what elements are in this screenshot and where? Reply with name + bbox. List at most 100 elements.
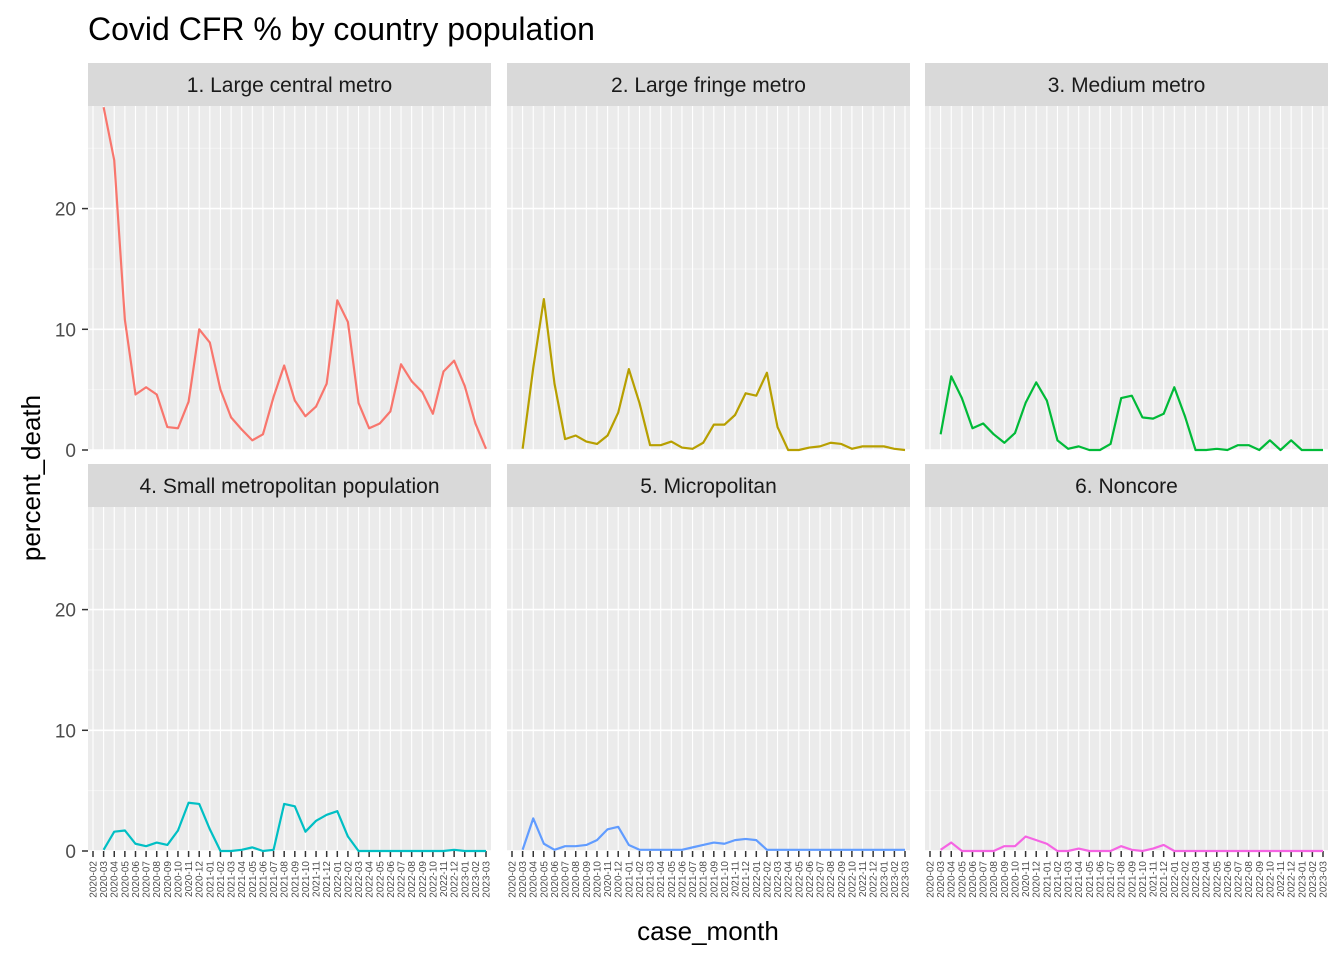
x-tick-label: 2021-09 xyxy=(290,861,301,898)
x-tick-label: 2022-09 xyxy=(837,861,848,898)
x-tick-label: 2021-02 xyxy=(1053,861,1064,898)
facet-panels: 1. Large central metro 0 10 20 2. Large frin… xyxy=(55,63,1330,898)
x-tick-label: 2022-04 xyxy=(365,861,376,898)
x-tick-label: 2020-03 xyxy=(936,861,947,898)
facet-strip-label: 5. Micropolitan xyxy=(640,475,777,498)
x-tick-label: 2020-10 xyxy=(1010,861,1021,898)
x-tick-label: 2022-08 xyxy=(826,861,837,898)
facet-panel: 3. Medium metro xyxy=(925,63,1328,452)
facet-strip-label: 1. Large central metro xyxy=(187,74,392,97)
x-tick-label: 2022-06 xyxy=(1223,861,1234,898)
x-tick-label: 2020-04 xyxy=(947,861,958,898)
facet-panel: 1. Large central metro 0 10 20 xyxy=(55,63,491,462)
facet-strip xyxy=(88,464,491,507)
x-tick-label: 2021-11 xyxy=(1149,861,1160,897)
x-tick-label: 2023-03 xyxy=(1319,861,1330,898)
facet-strip xyxy=(925,63,1328,106)
x-tick-label: 2020-07 xyxy=(561,861,572,898)
x-tick-label: 2020-09 xyxy=(163,861,174,898)
x-tick-label: 2021-05 xyxy=(1085,861,1096,898)
x-tick-label: 2020-09 xyxy=(1000,861,1011,898)
x-tick-label: 2020-08 xyxy=(152,861,163,898)
x-tick-label: 2020-05 xyxy=(539,861,550,898)
x-tick-label: 2020-06 xyxy=(550,861,561,898)
x-tick-label: 2022-01 xyxy=(333,861,344,898)
panel-background xyxy=(88,507,491,851)
y-tick-label: 20 xyxy=(55,200,76,221)
x-tick-label: 2021-06 xyxy=(1095,861,1106,898)
x-tick-label: 2020-05 xyxy=(957,861,968,898)
y-axis-label: percent_death xyxy=(16,395,46,561)
x-tick-label: 2022-10 xyxy=(428,861,439,898)
x-tick-label: 2022-08 xyxy=(1244,861,1255,898)
x-tick-label: 2021-09 xyxy=(1127,861,1138,898)
x-tick-label: 2021-04 xyxy=(656,861,667,898)
x-tick-label: 2020-08 xyxy=(989,861,1000,898)
facet-panel: 4. Small metropolitan population 0 10 20 202… xyxy=(55,464,493,898)
x-tick-label: 2020-11 xyxy=(184,861,195,897)
x-tick-label: 2020-06 xyxy=(968,861,979,898)
x-tick-label: 2020-07 xyxy=(979,861,990,898)
x-tick-label: 2021-01 xyxy=(1042,861,1053,898)
x-tick-label: 2023-01 xyxy=(879,861,890,898)
x-tick-label: 2022-12 xyxy=(450,861,461,898)
series-line xyxy=(521,817,905,851)
x-tick-label: 2021-01 xyxy=(205,861,216,898)
panel-background xyxy=(507,507,910,851)
x-tick-label: 2022-08 xyxy=(407,861,418,898)
x-tick-label: 2020-02 xyxy=(926,861,937,898)
x-tick-label: 2022-06 xyxy=(386,861,397,898)
facet-strip-label: 4. Small metropolitan population xyxy=(139,475,439,498)
x-tick-label: 2020-12 xyxy=(195,861,206,898)
x-tick-label: 2020-07 xyxy=(142,861,153,898)
x-tick-label: 2020-04 xyxy=(529,861,540,898)
x-tick-label: 2021-07 xyxy=(688,861,699,898)
series-line xyxy=(940,835,1323,853)
x-tick-label: 2022-10 xyxy=(847,861,858,898)
x-tick-label: 2021-06 xyxy=(677,861,688,898)
facet-panel: 2. Large fringe metro xyxy=(507,63,910,452)
x-tick-label: 2021-10 xyxy=(301,861,312,898)
x-tick-label: 2022-02 xyxy=(762,861,773,898)
facet-strip-label: 2. Large fringe metro xyxy=(611,74,806,97)
facet-strip-label: 6. Noncore xyxy=(1075,475,1178,498)
x-tick-label: 2020-10 xyxy=(173,861,184,898)
x-tick-label: 2021-08 xyxy=(280,861,291,898)
x-tick-label: 2023-02 xyxy=(890,861,901,898)
x-tick-label: 2021-03 xyxy=(227,861,238,898)
x-tick-label: 2021-12 xyxy=(741,861,752,898)
x-tick-label: 2023-02 xyxy=(471,861,482,898)
x-tick-label: 2022-07 xyxy=(397,861,408,898)
x-tick-label: 2022-04 xyxy=(784,861,795,898)
x-tick-label: 2021-09 xyxy=(709,861,720,898)
x-tick-label: 2022-04 xyxy=(1202,861,1213,898)
x-tick-label: 2022-05 xyxy=(375,861,386,898)
x-tick-label: 2021-03 xyxy=(1064,861,1075,898)
x-tick-label: 2022-02 xyxy=(343,861,354,898)
x-tick-label: 2022-10 xyxy=(1265,861,1276,898)
x-tick-label: 2022-07 xyxy=(816,861,827,898)
x-tick-label: 2021-04 xyxy=(1074,861,1085,898)
facet-strip xyxy=(88,63,491,106)
facet-strip xyxy=(507,464,910,507)
x-tick-label: 2022-03 xyxy=(354,861,365,898)
x-tick-label: 2020-02 xyxy=(508,861,519,898)
x-tick-label: 2021-11 xyxy=(312,861,323,897)
x-tick-label: 2020-03 xyxy=(99,861,110,898)
x-tick-label: 2020-06 xyxy=(131,861,142,898)
series-line xyxy=(102,106,488,450)
x-tick-label: 2020-12 xyxy=(614,861,625,898)
x-tick-label: 2020-02 xyxy=(89,861,100,898)
x-tick-label: 2021-02 xyxy=(635,861,646,898)
x-tick-label: 2023-01 xyxy=(1297,861,1308,898)
x-tick-label: 2023-01 xyxy=(460,861,471,898)
x-tick-label: 2020-11 xyxy=(1021,861,1032,897)
x-tick-label: 2021-01 xyxy=(624,861,635,898)
x-tick-label: 2021-07 xyxy=(269,861,280,898)
chart-title: Covid CFR % by country population xyxy=(88,11,595,47)
x-tick-label: 2020-04 xyxy=(110,861,121,898)
x-tick-label: 2022-01 xyxy=(1170,861,1181,898)
